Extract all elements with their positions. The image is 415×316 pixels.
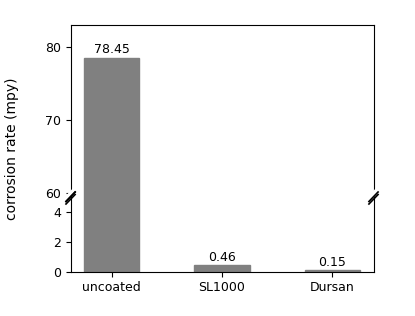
Text: 0.15: 0.15 [318,256,346,269]
Text: corrosion rate (mpy): corrosion rate (mpy) [5,77,20,220]
Text: 78.45: 78.45 [94,43,130,56]
Text: 0.46: 0.46 [208,251,236,264]
Bar [84,58,139,316]
Bar [84,0,139,272]
Bar [305,270,360,272]
Bar [195,265,249,272]
